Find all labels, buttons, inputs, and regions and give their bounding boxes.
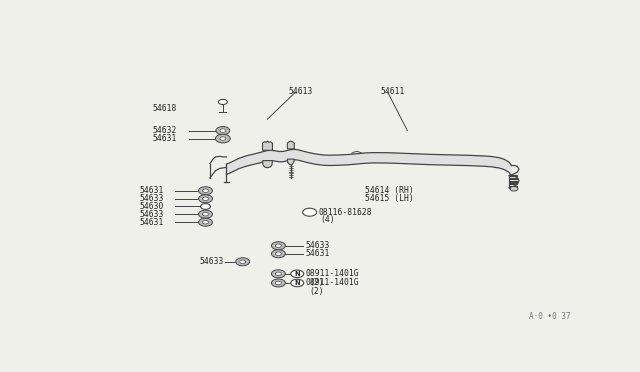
- Text: (4): (4): [321, 215, 335, 224]
- Circle shape: [198, 187, 212, 195]
- Circle shape: [216, 134, 230, 143]
- Polygon shape: [227, 150, 511, 176]
- Text: 54633: 54633: [140, 210, 164, 219]
- Text: A·0 •0 37: A·0 •0 37: [529, 312, 571, 321]
- Circle shape: [220, 129, 226, 132]
- Text: B: B: [307, 209, 312, 215]
- Polygon shape: [262, 141, 273, 150]
- Text: 54631: 54631: [306, 249, 330, 258]
- Circle shape: [216, 126, 230, 135]
- Circle shape: [202, 189, 209, 192]
- Circle shape: [198, 210, 212, 218]
- Text: 54618: 54618: [152, 104, 177, 113]
- Circle shape: [200, 203, 211, 209]
- Text: 08911-1401G: 08911-1401G: [306, 279, 359, 288]
- Text: (2): (2): [310, 287, 324, 296]
- Text: 54633: 54633: [140, 194, 164, 203]
- Polygon shape: [287, 159, 294, 165]
- Circle shape: [198, 218, 212, 226]
- Circle shape: [202, 212, 209, 216]
- Text: 54633: 54633: [306, 241, 330, 250]
- Circle shape: [303, 208, 317, 216]
- Circle shape: [275, 281, 282, 285]
- Text: 08116-81628: 08116-81628: [318, 208, 372, 217]
- Circle shape: [271, 250, 285, 258]
- Circle shape: [271, 242, 285, 250]
- Text: N: N: [294, 271, 300, 277]
- Circle shape: [271, 270, 285, 278]
- Text: 54613: 54613: [288, 87, 313, 96]
- Text: N: N: [294, 280, 300, 286]
- Polygon shape: [262, 161, 273, 168]
- Text: 54630: 54630: [140, 202, 164, 211]
- Text: 54632: 54632: [152, 126, 177, 135]
- Circle shape: [198, 195, 212, 203]
- Circle shape: [275, 244, 282, 247]
- Circle shape: [291, 270, 304, 278]
- Polygon shape: [287, 141, 294, 149]
- Text: 54631: 54631: [140, 186, 164, 195]
- Circle shape: [202, 221, 209, 224]
- Text: 54611: 54611: [380, 87, 404, 96]
- Circle shape: [291, 279, 304, 287]
- Circle shape: [271, 279, 285, 287]
- Circle shape: [218, 99, 227, 105]
- Circle shape: [275, 272, 282, 276]
- Text: 54615 (LH): 54615 (LH): [365, 194, 414, 203]
- Text: 08911-1401G: 08911-1401G: [306, 269, 359, 278]
- Text: (2): (2): [310, 278, 324, 287]
- Circle shape: [240, 260, 246, 263]
- Circle shape: [202, 197, 209, 201]
- Text: 54631: 54631: [152, 134, 177, 143]
- Text: 54614 (RH): 54614 (RH): [365, 186, 414, 195]
- Circle shape: [275, 252, 282, 256]
- Text: 54631: 54631: [140, 218, 164, 227]
- Text: 54633: 54633: [200, 257, 225, 266]
- Circle shape: [510, 186, 518, 191]
- Circle shape: [236, 258, 250, 266]
- Circle shape: [220, 137, 226, 140]
